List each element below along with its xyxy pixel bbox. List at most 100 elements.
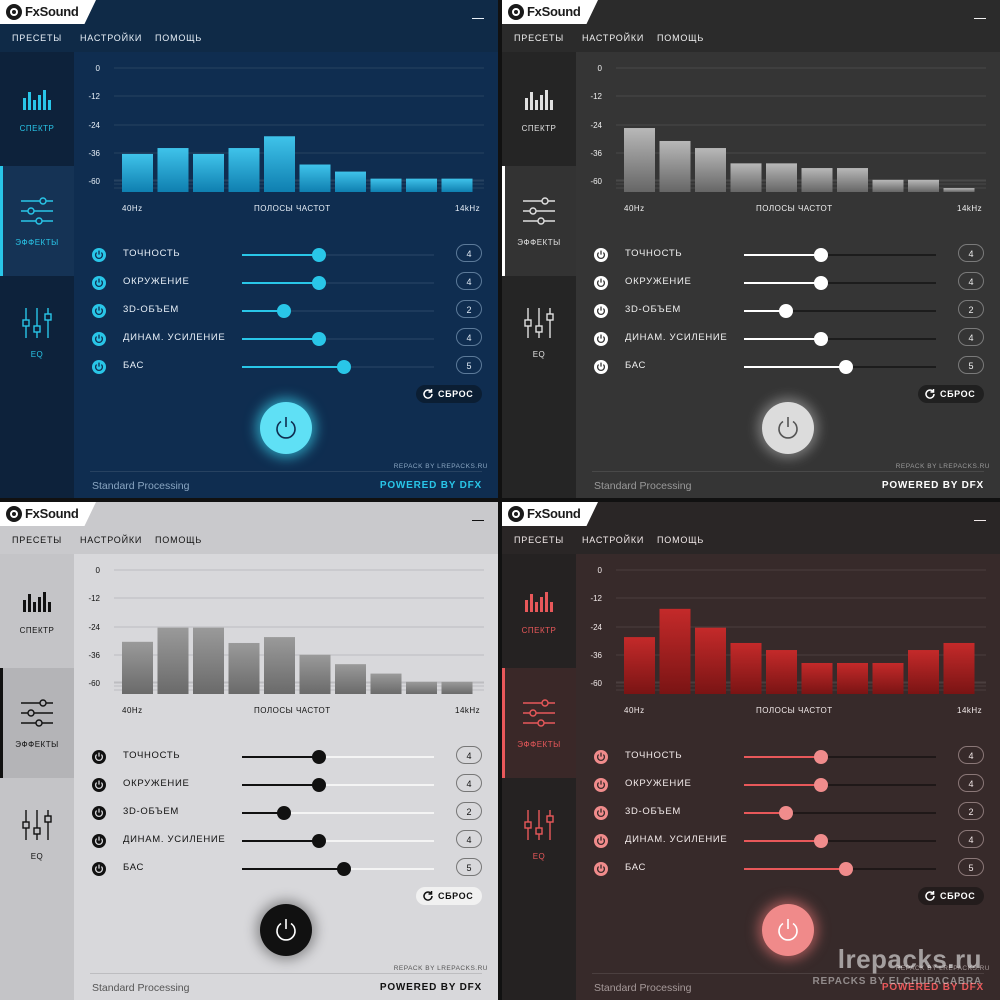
effect-slider-knob[interactable] <box>779 304 794 318</box>
effect-slider-knob[interactable] <box>813 248 828 262</box>
effect-slider-knob[interactable] <box>311 750 326 764</box>
menu-help[interactable]: ПОМОЩЬ <box>657 535 705 545</box>
effect-power-icon[interactable] <box>594 304 608 318</box>
effect-value: 4 <box>958 244 984 262</box>
effect-slider[interactable] <box>242 360 434 374</box>
menu-presets[interactable]: ПРЕСЕТЫ <box>12 535 63 545</box>
effect-power-icon[interactable] <box>594 778 608 792</box>
effect-power-icon[interactable] <box>92 360 106 374</box>
effect-slider[interactable] <box>242 276 434 290</box>
effect-slider-knob[interactable] <box>336 862 351 876</box>
effect-slider[interactable] <box>744 834 936 848</box>
sidebar-item-eq[interactable]: EQ <box>0 276 74 386</box>
title-bar: FxSound <box>0 502 498 530</box>
effect-slider[interactable] <box>242 862 434 876</box>
effect-slider-knob[interactable] <box>311 248 326 262</box>
effect-slider[interactable] <box>744 862 936 876</box>
effect-slider-fill <box>242 282 319 284</box>
reset-button[interactable]: СБРОС <box>918 385 984 403</box>
effect-slider[interactable] <box>242 778 434 792</box>
reset-button[interactable]: СБРОС <box>918 887 984 905</box>
effect-slider[interactable] <box>744 778 936 792</box>
effect-slider-knob[interactable] <box>311 778 326 792</box>
sidebar-item-effects[interactable]: ЭФФЕКТЫ <box>502 668 576 778</box>
effect-slider-knob[interactable] <box>311 332 326 346</box>
minimize-button[interactable] <box>974 8 986 20</box>
effect-power-icon[interactable] <box>92 750 106 764</box>
effect-slider[interactable] <box>744 248 936 262</box>
menu-help[interactable]: ПОМОЩЬ <box>657 33 705 43</box>
menu-presets[interactable]: ПРЕСЕТЫ <box>12 33 63 43</box>
effect-power-icon[interactable] <box>92 248 106 262</box>
spectrum-bar <box>801 662 833 694</box>
power-button[interactable] <box>260 402 312 454</box>
effect-slider[interactable] <box>242 332 434 346</box>
effect-slider[interactable] <box>744 332 936 346</box>
effect-power-icon[interactable] <box>594 248 608 262</box>
sidebar-item-spectrum[interactable]: СПЕКТР <box>0 56 74 166</box>
sidebar-item-spectrum[interactable]: СПЕКТР <box>0 558 74 668</box>
reset-button[interactable]: СБРОС <box>416 385 482 403</box>
menu-settings[interactable]: НАСТРОЙКИ <box>80 535 143 545</box>
effect-slider-knob[interactable] <box>779 806 794 820</box>
minimize-button[interactable] <box>472 8 484 20</box>
effect-slider-knob[interactable] <box>277 304 292 318</box>
effect-power-icon[interactable] <box>92 834 106 848</box>
effect-power-icon[interactable] <box>594 750 608 764</box>
menu-help[interactable]: ПОМОЩЬ <box>155 33 203 43</box>
effect-power-icon[interactable] <box>92 806 106 820</box>
effect-slider[interactable] <box>744 806 936 820</box>
effect-power-icon[interactable] <box>92 778 106 792</box>
effect-slider-knob[interactable] <box>311 834 326 848</box>
sidebar-item-eq[interactable]: EQ <box>0 778 74 888</box>
effect-power-icon[interactable] <box>594 862 608 876</box>
sidebar-item-effects[interactable]: ЭФФЕКТЫ <box>0 166 74 276</box>
effect-power-icon[interactable] <box>594 276 608 290</box>
effect-slider[interactable] <box>242 304 434 318</box>
effect-slider[interactable] <box>744 276 936 290</box>
effect-slider-knob[interactable] <box>336 360 351 374</box>
menu-settings[interactable]: НАСТРОЙКИ <box>582 33 645 43</box>
effect-power-icon[interactable] <box>594 834 608 848</box>
effect-slider[interactable] <box>242 806 434 820</box>
effect-slider-knob[interactable] <box>813 834 828 848</box>
effect-slider-knob[interactable] <box>838 360 853 374</box>
effect-power-icon[interactable] <box>92 332 106 346</box>
sidebar-item-spectrum[interactable]: СПЕКТР <box>502 56 576 166</box>
menu-presets[interactable]: ПРЕСЕТЫ <box>514 33 565 43</box>
effect-slider[interactable] <box>744 750 936 764</box>
minimize-button[interactable] <box>472 510 484 522</box>
sidebar-item-spectrum[interactable]: СПЕКТР <box>502 558 576 668</box>
effect-slider[interactable] <box>242 834 434 848</box>
minimize-button[interactable] <box>974 510 986 522</box>
effect-power-icon[interactable] <box>92 862 106 876</box>
menu-settings[interactable]: НАСТРОЙКИ <box>80 33 143 43</box>
reset-button[interactable]: СБРОС <box>416 887 482 905</box>
effect-power-icon[interactable] <box>594 806 608 820</box>
sidebar-item-eq[interactable]: EQ <box>502 276 576 386</box>
effect-slider-knob[interactable] <box>813 332 828 346</box>
effect-power-icon[interactable] <box>92 304 106 318</box>
effect-slider-knob[interactable] <box>311 276 326 290</box>
effect-slider[interactable] <box>744 360 936 374</box>
power-button[interactable] <box>260 904 312 956</box>
effect-slider[interactable] <box>744 304 936 318</box>
effect-power-icon[interactable] <box>594 332 608 346</box>
effect-slider-knob[interactable] <box>813 276 828 290</box>
effect-power-icon[interactable] <box>92 276 106 290</box>
menu-help[interactable]: ПОМОЩЬ <box>155 535 203 545</box>
menu-settings[interactable]: НАСТРОЙКИ <box>582 535 645 545</box>
effect-slider[interactable] <box>242 248 434 262</box>
effect-slider-knob[interactable] <box>277 806 292 820</box>
sidebar-item-effects[interactable]: ЭФФЕКТЫ <box>502 166 576 276</box>
effect-slider-knob[interactable] <box>838 862 853 876</box>
sidebar-item-effects[interactable]: ЭФФЕКТЫ <box>0 668 74 778</box>
menu-presets[interactable]: ПРЕСЕТЫ <box>514 535 565 545</box>
power-button[interactable] <box>762 904 814 956</box>
sidebar-item-eq[interactable]: EQ <box>502 778 576 888</box>
effect-slider-knob[interactable] <box>813 778 828 792</box>
power-button[interactable] <box>762 402 814 454</box>
effect-slider-knob[interactable] <box>813 750 828 764</box>
effect-power-icon[interactable] <box>594 360 608 374</box>
effect-slider[interactable] <box>242 750 434 764</box>
